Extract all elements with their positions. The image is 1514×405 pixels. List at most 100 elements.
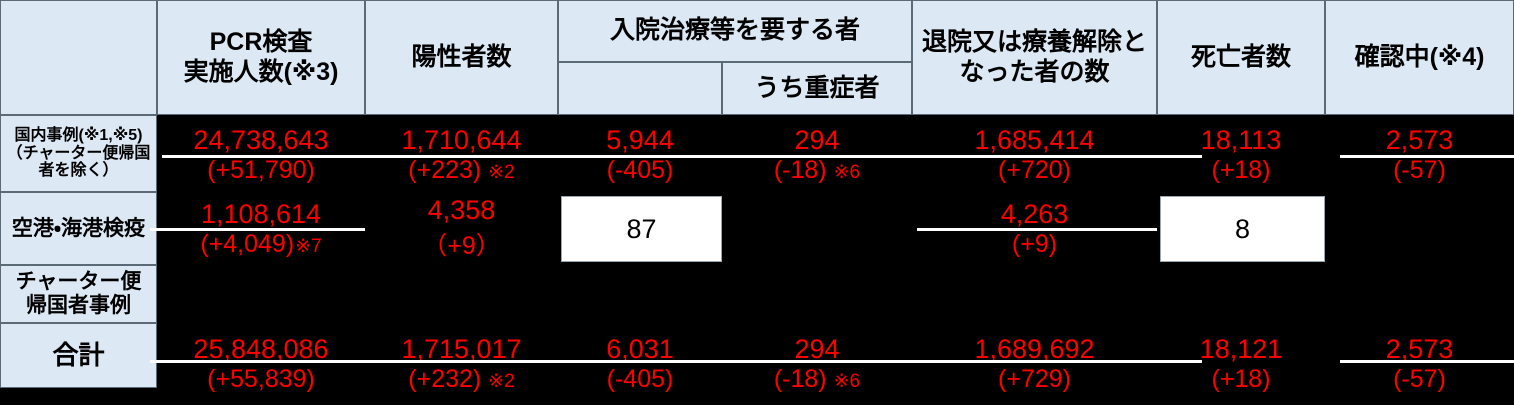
cell-total-hospitalized-value: 6,031 xyxy=(606,334,674,364)
cell-domestic-hospitalized-delta: (-405) xyxy=(606,156,674,184)
header-severe-cases: うち重症者 xyxy=(722,62,912,115)
cell-total-positive-note: ※2 xyxy=(488,371,515,392)
cell-quarantine-released-value: 4,263 xyxy=(1000,198,1069,229)
row-label-domestic-cases-line3: 者を除く） xyxy=(38,162,119,180)
header-checking: 確認中(※4) xyxy=(1325,0,1514,115)
header-released-line1: 退院又は療養解除と xyxy=(921,28,1147,56)
header-requiring-hospitalization-line1: 入院治療等を要する者 xyxy=(609,16,860,45)
cell-domestic-severe-value: 294 xyxy=(794,125,840,155)
row-label-airport-seaport-quarantine: 空港・海港検疫 xyxy=(0,192,157,265)
cell-quarantine-positive-delta: （+9） xyxy=(422,232,501,260)
cell-domestic-hospitalized-value: 5,944 xyxy=(606,125,674,155)
header-deaths-line1: 死亡者数 xyxy=(1190,42,1291,71)
cell-quarantine-released-delta: (+9) xyxy=(1011,229,1058,258)
row-label-domestic-cases-line1: 国内事例(※1,※5) xyxy=(14,126,143,144)
cell-domestic-checking-value: 2,573 xyxy=(1385,125,1454,155)
header-released: 退院又は療養解除と なった者の数 xyxy=(912,0,1157,115)
header-pcr-line2: 実施人数(※3) xyxy=(183,57,339,86)
cell-total-pcr-delta: (+55,839) xyxy=(207,365,315,393)
cell-total-pcr-value: 25,848,086 xyxy=(193,334,329,364)
cell-total-positive-value: 1,715,017 xyxy=(401,334,522,364)
header-positive-count: 陽性者数 xyxy=(365,0,558,115)
cell-quarantine-pcr-delta: (+4,049) xyxy=(200,229,295,258)
cell-quarantine-severe xyxy=(722,192,912,265)
cell-total-checking: 2,573 (-57) xyxy=(1325,323,1514,405)
cell-domestic-positive-delta-wrap: (+223) ※2 xyxy=(408,156,514,185)
cell-charter-positive xyxy=(365,265,558,323)
cell-quarantine-positive: 4,358 （+9） xyxy=(365,192,558,265)
cell-charter-released xyxy=(912,265,1157,323)
cell-quarantine-checking xyxy=(1325,192,1514,265)
cell-total-deaths: 18,121 (+18) xyxy=(1157,323,1325,405)
row-label-charter-flight-returnees-line2: 帰国者事例 xyxy=(26,294,131,317)
cell-domestic-checking-delta: (-57) xyxy=(1393,156,1446,184)
cell-domestic-released-delta: (+720) xyxy=(998,156,1071,184)
cell-charter-deaths xyxy=(1157,265,1325,323)
cell-charter-pcr xyxy=(157,265,365,323)
cell-domestic-severe-delta-wrap: (-18) ※6 xyxy=(774,156,860,185)
cell-total-positive: 1,715,017 (+232) ※2 xyxy=(365,323,558,405)
cell-domestic-positive-note: ※2 xyxy=(488,162,515,183)
header-positive-count-line1: 陽性者数 xyxy=(411,42,512,71)
rule-quarantine-pcr xyxy=(150,228,365,231)
row-label-charter-flight-returnees-line1: チャーター便 xyxy=(15,270,142,294)
cell-quarantine-pcr-note: ※7 xyxy=(295,235,322,257)
cell-total-deaths-value: 18,121 xyxy=(1199,334,1283,364)
cell-domestic-deaths-value: 18,113 xyxy=(1200,125,1282,155)
cell-domestic-pcr-delta: (+51,790) xyxy=(207,156,315,184)
cell-domestic-severe-delta: (-18) xyxy=(773,156,827,184)
header-hosp-left-blank xyxy=(558,62,722,115)
cell-total-hospitalized-delta: (-405) xyxy=(606,365,674,393)
header-released-line2: なった者の数 xyxy=(959,57,1110,86)
cell-total-severe-note: ※6 xyxy=(833,371,861,392)
cell-domestic-released-value: 1,685,414 xyxy=(974,125,1095,155)
cell-domestic-deaths: 18,113 (+18) xyxy=(1157,115,1325,195)
row-label-domestic-cases-line2: （チャーター便帰国 xyxy=(6,144,151,162)
row-label-total: 合計 xyxy=(0,323,157,388)
cell-total-severe: 294 (-18) ※6 xyxy=(722,323,912,405)
cell-total-released-value: 1,689,692 xyxy=(974,334,1095,364)
box-quarantine-deaths: 8 xyxy=(1160,196,1325,262)
cell-quarantine-pcr-delta-wrap: (+4,049) ※7 xyxy=(200,230,321,259)
cell-total-deaths-delta: (+18) xyxy=(1211,365,1271,393)
cell-total-hospitalized: 6,031 (-405) xyxy=(558,323,722,405)
row-label-total-line1: 合計 xyxy=(52,339,105,370)
rule-quarantine-released xyxy=(917,228,1157,231)
row-label-charter-flight-returnees: チャーター便 帰国者事例 xyxy=(0,265,157,323)
header-severe-cases-line1: うち重症者 xyxy=(754,73,880,102)
cell-total-severe-delta-wrap: (-18) ※6 xyxy=(774,365,860,394)
header-deaths: 死亡者数 xyxy=(1157,0,1325,115)
row-label-airport-seaport-quarantine-line1: 空港・海港検疫 xyxy=(11,216,146,240)
cell-total-released: 1,689,692 (+729) xyxy=(912,323,1157,405)
box-quarantine-hospitalized: 87 xyxy=(561,196,722,262)
cell-charter-hospitalized xyxy=(558,265,722,323)
cell-quarantine-pcr-value: 1,108,614 xyxy=(200,198,322,229)
cell-total-released-delta: (+729) xyxy=(998,365,1071,393)
header-pcr: PCR検査 実施人数(※3) xyxy=(157,0,365,115)
cell-total-positive-delta-wrap: (+232) ※2 xyxy=(408,365,514,394)
cell-charter-severe xyxy=(722,265,912,323)
header-corner-cell xyxy=(0,0,157,115)
cell-total-severe-value: 294 xyxy=(794,334,840,364)
rule-total-checking xyxy=(1340,360,1514,363)
cell-total-positive-delta: (+232) xyxy=(408,365,482,393)
header-checking-line1: 確認中(※4) xyxy=(1354,42,1485,71)
cell-quarantine-positive-value: 4,358 xyxy=(427,195,496,225)
cell-domestic-deaths-delta: (+18) xyxy=(1211,156,1271,184)
cell-total-pcr: 25,848,086 (+55,839) xyxy=(157,323,365,405)
cell-domestic-severe-note: ※6 xyxy=(833,162,861,183)
box-quarantine-deaths-value: 8 xyxy=(1234,213,1251,244)
rule-total-main xyxy=(150,360,1202,363)
cell-domestic-positive-value: 1,710,644 xyxy=(401,125,522,155)
rule-domestic-checking xyxy=(1340,155,1514,158)
cell-domestic-positive-delta: (+223) xyxy=(408,156,482,184)
cell-total-checking-delta: (-57) xyxy=(1393,365,1446,393)
header-requiring-hospitalization: 入院治療等を要する者 xyxy=(558,0,912,62)
cell-total-checking-value: 2,573 xyxy=(1385,334,1454,364)
cell-domestic-positive: 1,710,644 (+223) ※2 xyxy=(365,115,558,195)
row-label-domestic-cases: 国内事例(※1,※5) （チャーター便帰国 者を除く） xyxy=(0,115,157,192)
cell-domestic-pcr-value: 24,738,643 xyxy=(193,125,329,155)
rule-domestic-main xyxy=(162,155,1202,158)
header-pcr-line1: PCR検査 xyxy=(209,28,313,56)
